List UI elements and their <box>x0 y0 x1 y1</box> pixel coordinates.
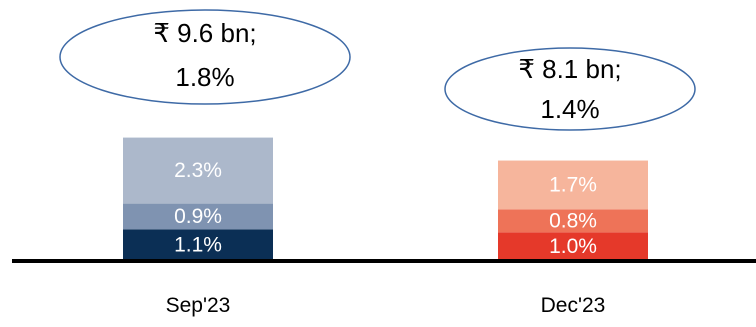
total-amount-0: ₹ 9.6 bn; <box>153 18 256 48</box>
data-label-1-1: 0.8% <box>549 209 597 232</box>
bar-segment-0-2 <box>123 137 273 204</box>
total-percent-0: 1.8% <box>175 62 234 92</box>
data-label-1-0: 1.0% <box>549 235 597 258</box>
total-bubble-1 <box>444 47 696 131</box>
total-bubble-0 <box>59 9 351 105</box>
bar-segment-1-0 <box>498 232 648 261</box>
total-percent-1: 1.4% <box>540 94 599 124</box>
x-tick-labels-layer: Sep'23 Dec'23 <box>166 294 606 317</box>
bar-segment-0-0 <box>123 229 273 261</box>
data-label-1-2: 1.7% <box>549 173 597 196</box>
total-amount-1: ₹ 8.1 bn; <box>518 54 621 84</box>
bars-layer: 1.1% 0.9% 2.3% 1.0% 0.8% 1.7% <box>123 137 648 261</box>
total-bubbles-layer: ₹ 9.6 bn; 1.8% ₹ 8.1 bn; 1.4% <box>59 9 696 131</box>
data-label-0-0: 1.1% <box>174 234 222 257</box>
bar-segment-1-1 <box>498 209 648 233</box>
x-tick-label-0: Sep'23 <box>166 294 231 317</box>
data-label-0-1: 0.9% <box>174 205 222 228</box>
data-label-0-2: 2.3% <box>174 159 222 182</box>
bar-segment-0-1 <box>123 203 273 230</box>
bar-segment-1-2 <box>498 160 648 210</box>
x-tick-label-1: Dec'23 <box>541 294 606 317</box>
